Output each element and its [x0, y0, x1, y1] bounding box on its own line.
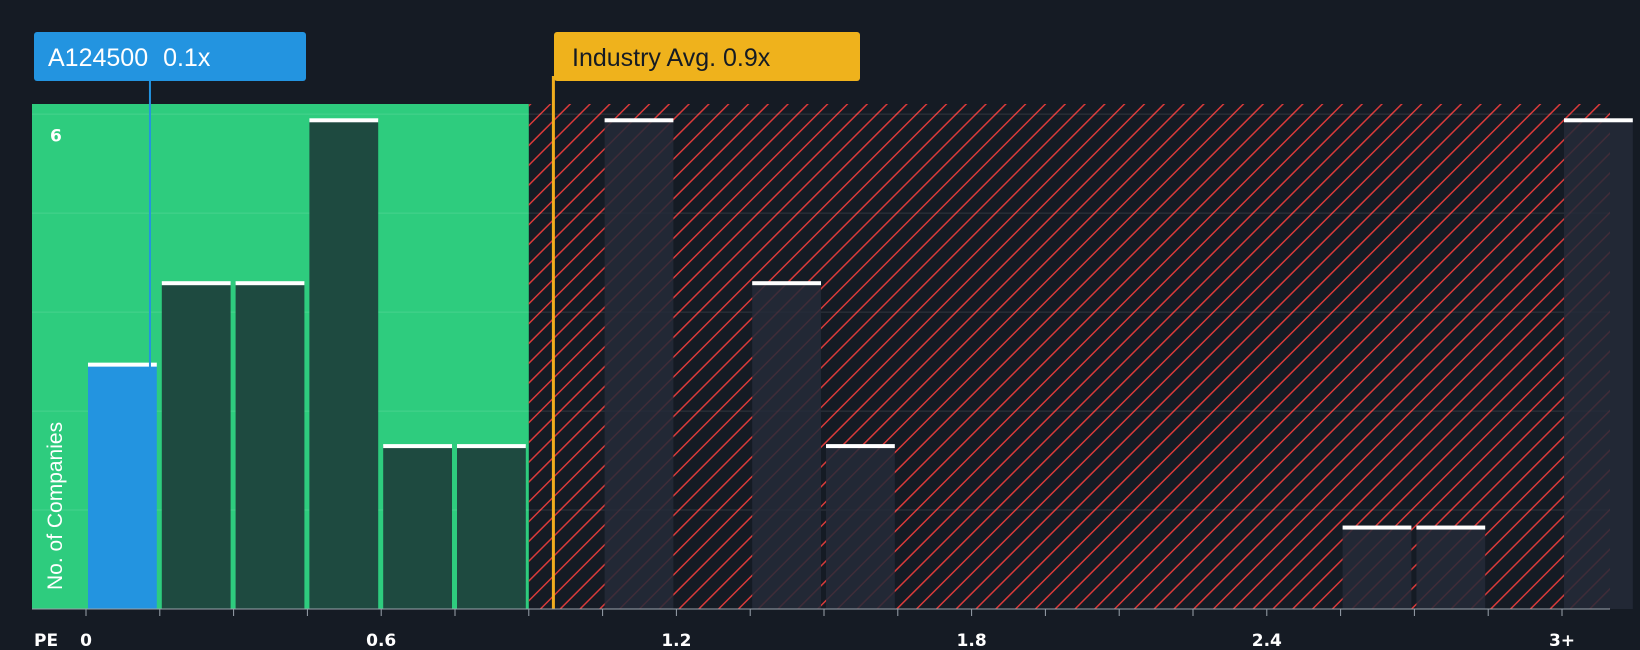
- industry-callout-box: [554, 32, 860, 81]
- bar-top-marker: [235, 281, 305, 286]
- industry-callout-text: Industry Avg. 0.9x: [572, 44, 771, 72]
- bar-top-marker: [1416, 525, 1486, 530]
- x-tick-label: 0: [80, 631, 92, 650]
- bar-top-marker: [161, 281, 231, 286]
- company-pe-value: 0.1x: [163, 44, 211, 72]
- histogram-bars: [88, 118, 1633, 610]
- histogram-bar: [235, 283, 305, 609]
- overvalued-zone: [528, 104, 1610, 609]
- industry-callout: Industry Avg. 0.9x: [554, 32, 860, 81]
- bar-top-marker: [604, 118, 674, 123]
- company-callout-text: A124500 0.1x: [48, 44, 211, 72]
- x-tick-label: 3+: [1549, 631, 1575, 650]
- x-tick-label: 1.8: [957, 631, 987, 650]
- bar-top-marker: [826, 444, 895, 449]
- bar-top-marker: [88, 362, 157, 367]
- histogram-bar: [309, 120, 379, 610]
- x-tick-label: 0.6: [366, 631, 396, 650]
- bar-top-marker: [1342, 525, 1412, 530]
- company-ticker: A124500: [48, 44, 148, 72]
- bar-top-marker: [752, 281, 821, 286]
- histogram-bar: [604, 120, 674, 610]
- histogram-bar: [161, 283, 231, 609]
- histogram-bar: [457, 446, 526, 609]
- histogram-bar: [752, 283, 821, 609]
- histogram-bar: [1342, 527, 1412, 609]
- y-axis-ticks: 6: [50, 126, 62, 146]
- bar-top-marker: [309, 118, 379, 123]
- histogram-bar: [1416, 527, 1486, 609]
- x-axis-title: PE: [34, 631, 58, 650]
- bar-top-marker: [457, 444, 526, 449]
- histogram-bar: [1564, 120, 1633, 610]
- bar-top-marker: [383, 444, 452, 449]
- x-tick-label: 1.2: [661, 631, 691, 650]
- y-tick-label: 6: [50, 126, 62, 146]
- company-callout-box: [34, 32, 306, 81]
- histogram-bar: [88, 364, 157, 609]
- x-axis-ticks: 0 0.6 1.2 1.8 2.4 3+: [32, 608, 1610, 650]
- company-callout: A124500 0.1x: [34, 32, 306, 81]
- x-tick-label: 2.4: [1252, 631, 1282, 650]
- y-axis-title: No. of Companies: [44, 422, 67, 590]
- bar-top-marker: [1564, 118, 1633, 123]
- histogram-bar: [383, 446, 452, 609]
- histogram-bar: [826, 446, 895, 609]
